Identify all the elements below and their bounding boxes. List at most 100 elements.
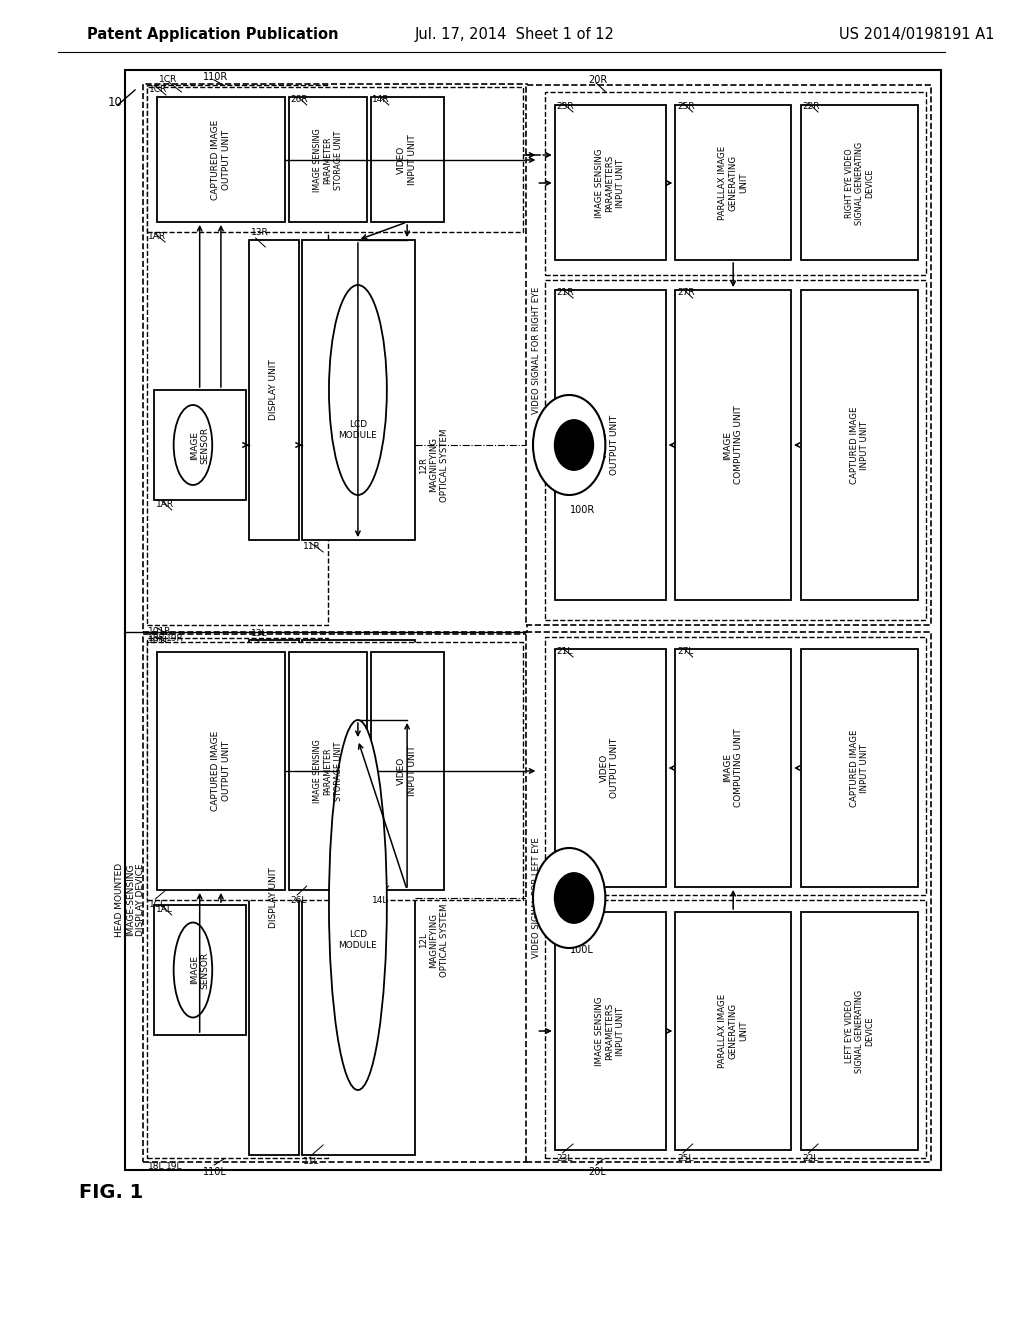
Text: CAPTURED IMAGE
OUTPUT UNIT: CAPTURED IMAGE OUTPUT UNIT — [211, 120, 230, 201]
Text: US 2014/0198191 A1: US 2014/0198191 A1 — [840, 28, 994, 42]
Bar — [801, 649, 919, 887]
Ellipse shape — [329, 719, 387, 1090]
Bar — [146, 87, 523, 232]
Text: LCD
MODULE: LCD MODULE — [339, 931, 377, 949]
Text: 1AL: 1AL — [157, 906, 173, 913]
Text: 27L: 27L — [677, 647, 693, 656]
Bar — [125, 70, 941, 1170]
Text: HEAD MOUNTED
IMAGE-SENSING
DISPLAY DEVICE: HEAD MOUNTED IMAGE-SENSING DISPLAY DEVIC… — [116, 863, 145, 937]
Text: 100R: 100R — [570, 506, 595, 515]
Bar — [675, 649, 792, 887]
Text: 22L: 22L — [803, 1154, 819, 1163]
Text: 11L: 11L — [303, 1158, 319, 1166]
Ellipse shape — [555, 873, 593, 923]
Bar — [142, 84, 526, 632]
Text: 1CR: 1CR — [148, 84, 167, 94]
Text: 21R: 21R — [557, 288, 574, 297]
Text: 1CL: 1CL — [148, 900, 166, 909]
Bar — [675, 290, 792, 601]
Text: IMAGE
COMPUTING UNIT: IMAGE COMPUTING UNIT — [724, 405, 742, 484]
Bar — [158, 96, 285, 222]
Bar — [146, 642, 523, 900]
Bar — [302, 240, 415, 540]
Text: 10: 10 — [109, 95, 123, 108]
Bar — [290, 652, 367, 890]
Text: PARALLAX IMAGE
GENERATING
UNIT: PARALLAX IMAGE GENERATING UNIT — [718, 994, 749, 1068]
Text: LEFT EYE VIDEO
SIGNAL GENERATING
DEVICE: LEFT EYE VIDEO SIGNAL GENERATING DEVICE — [845, 990, 874, 1073]
Text: DISPLAY UNIT: DISPLAY UNIT — [269, 359, 279, 420]
Bar — [801, 290, 919, 601]
Ellipse shape — [174, 405, 212, 484]
Text: VIDEO SIGNAL FOR RIGHT EYE: VIDEO SIGNAL FOR RIGHT EYE — [531, 286, 541, 413]
Text: 14R: 14R — [373, 95, 390, 104]
Text: FIG. 1: FIG. 1 — [79, 1183, 143, 1201]
Text: CAPTURED IMAGE
INPUT UNIT: CAPTURED IMAGE INPUT UNIT — [850, 407, 869, 483]
Bar — [555, 106, 666, 260]
Bar — [555, 290, 666, 601]
Text: IMAGE SENSING
PARAMETER
STORAGE UNIT: IMAGE SENSING PARAMETER STORAGE UNIT — [313, 739, 343, 803]
Text: PARALLAX IMAGE
GENERATING
UNIT: PARALLAX IMAGE GENERATING UNIT — [718, 147, 749, 220]
Text: 110R: 110R — [203, 73, 227, 82]
Bar — [675, 106, 792, 260]
Text: Jul. 17, 2014  Sheet 1 of 12: Jul. 17, 2014 Sheet 1 of 12 — [415, 28, 614, 42]
Text: 11R: 11R — [303, 543, 321, 550]
Text: 14L: 14L — [373, 896, 389, 906]
Bar — [525, 632, 931, 1162]
Bar — [372, 652, 443, 890]
Ellipse shape — [555, 420, 593, 470]
Text: 25R: 25R — [677, 102, 695, 111]
Bar — [545, 900, 926, 1158]
Text: 12R
MAGNIFYING
OPTICAL SYSTEM: 12R MAGNIFYING OPTICAL SYSTEM — [419, 428, 449, 502]
Text: 19L: 19L — [166, 1162, 182, 1171]
Bar — [302, 640, 415, 1155]
Text: IMAGE SENSING
PARAMETERS
INPUT UNIT: IMAGE SENSING PARAMETERS INPUT UNIT — [595, 148, 625, 218]
Bar — [555, 912, 666, 1150]
Text: 18R: 18R — [147, 634, 165, 643]
Text: CAPTURED IMAGE
INPUT UNIT: CAPTURED IMAGE INPUT UNIT — [850, 729, 869, 807]
Text: IMAGE SENSING
PARAMETERS
INPUT UNIT: IMAGE SENSING PARAMETERS INPUT UNIT — [595, 997, 625, 1065]
Text: 23R: 23R — [557, 102, 574, 111]
Text: 20R: 20R — [589, 75, 607, 84]
Bar — [290, 96, 367, 222]
Text: 101L: 101L — [147, 636, 170, 645]
Text: Patent Application Publication: Patent Application Publication — [87, 28, 338, 42]
Text: 1CR: 1CR — [159, 75, 177, 84]
Text: 12L
MAGNIFYING
OPTICAL SYSTEM: 12L MAGNIFYING OPTICAL SYSTEM — [419, 903, 449, 977]
Text: VIDEO
INPUT UNIT: VIDEO INPUT UNIT — [397, 746, 417, 796]
Bar — [146, 638, 328, 1158]
Text: 13L: 13L — [251, 630, 267, 638]
Ellipse shape — [329, 285, 387, 495]
Text: IMAGE
SENSOR: IMAGE SENSOR — [190, 952, 209, 989]
Bar — [525, 84, 931, 624]
Bar — [155, 906, 246, 1035]
Text: 101R: 101R — [147, 627, 171, 636]
Bar — [675, 912, 792, 1150]
Text: 27R: 27R — [677, 288, 695, 297]
Text: CAPTURED IMAGE
OUTPUT UNIT: CAPTURED IMAGE OUTPUT UNIT — [211, 731, 230, 810]
Text: 1AR: 1AR — [147, 232, 166, 242]
Text: 22R: 22R — [803, 102, 820, 111]
Text: 21L: 21L — [557, 647, 573, 656]
Text: 110L: 110L — [203, 1167, 226, 1177]
Text: 25L: 25L — [677, 1154, 693, 1163]
Bar — [155, 389, 246, 500]
Ellipse shape — [534, 847, 605, 948]
Text: 19R: 19R — [166, 634, 183, 643]
Bar — [158, 652, 285, 890]
Bar — [146, 84, 328, 624]
Bar — [801, 106, 919, 260]
Text: IMAGE
COMPUTING UNIT: IMAGE COMPUTING UNIT — [724, 729, 742, 808]
Text: 13R: 13R — [251, 228, 268, 238]
Text: VIDEO
INPUT UNIT: VIDEO INPUT UNIT — [397, 135, 417, 185]
Text: 1AR: 1AR — [157, 500, 174, 510]
Text: LCD
MODULE: LCD MODULE — [339, 420, 377, 440]
Bar — [372, 96, 443, 222]
Text: DISPLAY UNIT: DISPLAY UNIT — [269, 867, 279, 928]
Bar — [545, 638, 926, 895]
Bar — [555, 649, 666, 887]
Text: VIDEO SIGNAL FOR LEFT EYE: VIDEO SIGNAL FOR LEFT EYE — [531, 838, 541, 958]
Bar — [545, 92, 926, 275]
Bar — [249, 240, 299, 540]
Text: RIGHT EYE VIDEO
SIGNAL GENERATING
DEVICE: RIGHT EYE VIDEO SIGNAL GENERATING DEVICE — [845, 141, 874, 224]
Bar — [801, 912, 919, 1150]
